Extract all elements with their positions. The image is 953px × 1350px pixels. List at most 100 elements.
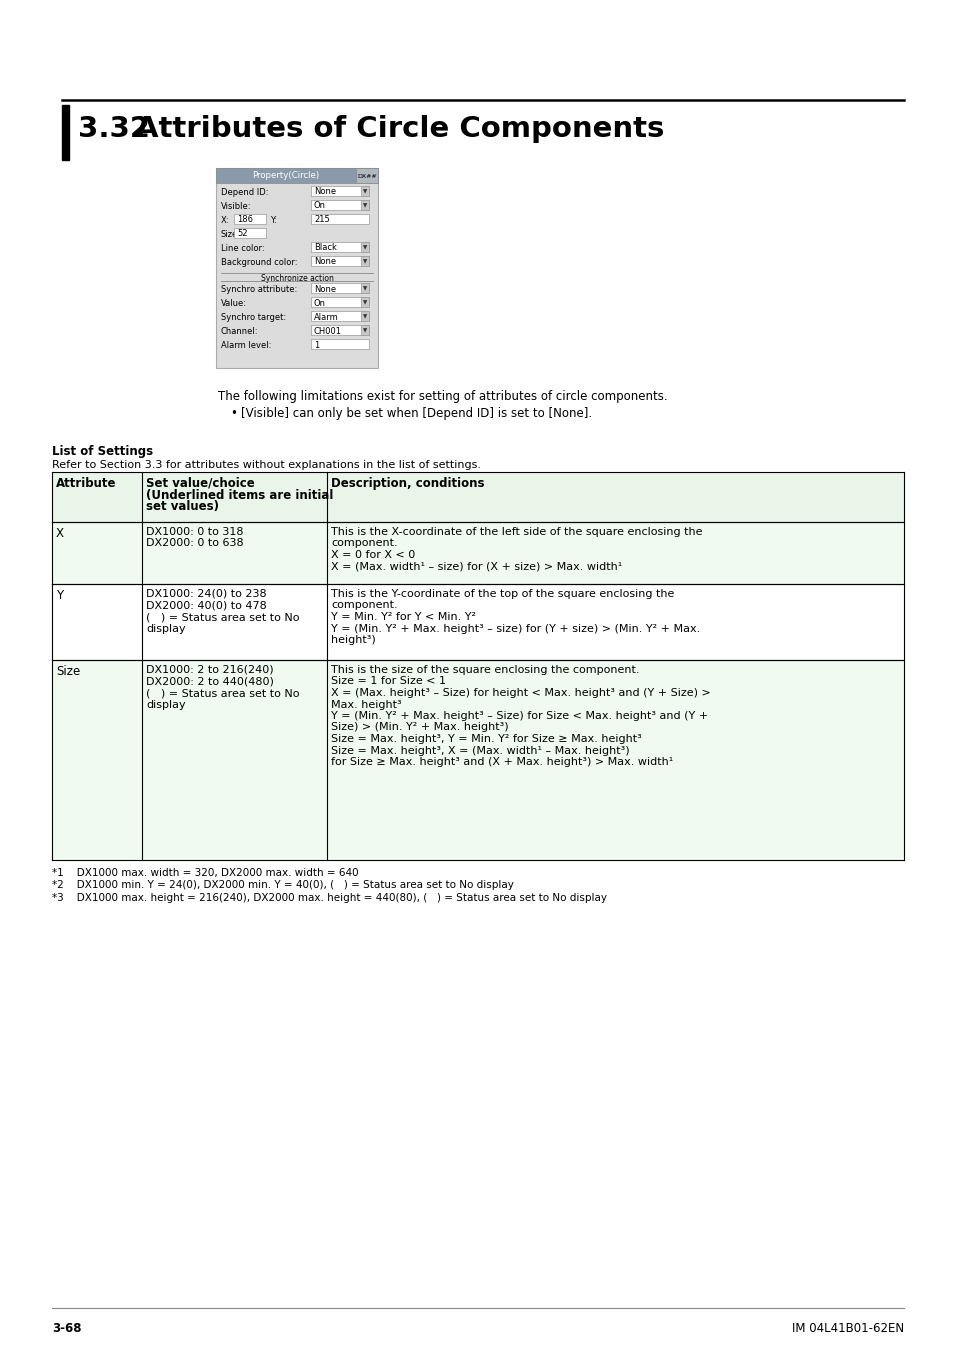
Bar bbox=[360, 325, 369, 335]
Text: Depend ID:: Depend ID: bbox=[221, 188, 268, 197]
Bar bbox=[360, 297, 369, 306]
Text: for Size ≥ Max. height³ and (X + Max. height³) > Max. width¹: for Size ≥ Max. height³ and (X + Max. he… bbox=[331, 757, 673, 767]
Text: 3.32: 3.32 bbox=[78, 115, 150, 143]
Bar bbox=[360, 242, 369, 252]
Text: Y = (Min. Y² + Max. height³ – Size) for Size < Max. height³ and (Y +: Y = (Min. Y² + Max. height³ – Size) for … bbox=[331, 711, 707, 721]
Bar bbox=[311, 256, 369, 266]
Text: ▼: ▼ bbox=[362, 246, 367, 251]
Text: component.: component. bbox=[331, 601, 397, 610]
Text: None: None bbox=[314, 285, 335, 293]
Text: Size: Size bbox=[56, 666, 80, 678]
Text: Y:: Y: bbox=[270, 216, 276, 225]
Bar bbox=[360, 284, 369, 293]
Text: On: On bbox=[314, 201, 326, 211]
Text: This is the Y-coordinate of the top of the square enclosing the: This is the Y-coordinate of the top of t… bbox=[331, 589, 674, 599]
Text: X = (Max. height³ – Size) for height < Max. height³ and (Y + Size) >: X = (Max. height³ – Size) for height < M… bbox=[331, 688, 710, 698]
Bar bbox=[311, 242, 369, 252]
Bar bbox=[52, 660, 903, 860]
Bar bbox=[311, 339, 369, 350]
Text: X = (Max. width¹ – size) for (X + size) > Max. width¹: X = (Max. width¹ – size) for (X + size) … bbox=[331, 562, 621, 571]
Text: This is the size of the square enclosing the component.: This is the size of the square enclosing… bbox=[331, 666, 639, 675]
Text: set values): set values) bbox=[146, 500, 219, 513]
Text: ▼: ▼ bbox=[362, 189, 367, 194]
Bar bbox=[52, 522, 903, 585]
Text: 52: 52 bbox=[236, 230, 247, 239]
Text: The following limitations exist for setting of attributes of circle components.: The following limitations exist for sett… bbox=[218, 390, 667, 404]
Text: Y = (Min. Y² + Max. height³ – size) for (Y + size) > (Min. Y² + Max.: Y = (Min. Y² + Max. height³ – size) for … bbox=[331, 624, 700, 633]
Text: ▼: ▼ bbox=[362, 259, 367, 265]
Text: [Visible] can only be set when [Depend ID] is set to [None].: [Visible] can only be set when [Depend I… bbox=[241, 406, 592, 420]
Text: X: X bbox=[56, 526, 64, 540]
Text: ▼: ▼ bbox=[362, 328, 367, 333]
Text: Attribute: Attribute bbox=[56, 477, 116, 490]
Text: On: On bbox=[314, 298, 326, 308]
Text: ▼: ▼ bbox=[362, 301, 367, 305]
Text: List of Settings: List of Settings bbox=[52, 446, 153, 458]
Text: Attributes of Circle Components: Attributes of Circle Components bbox=[136, 115, 663, 143]
Bar bbox=[52, 585, 903, 660]
Text: Max. height³: Max. height³ bbox=[331, 699, 401, 710]
Text: display: display bbox=[146, 699, 186, 710]
Text: (   ) = Status area set to No: ( ) = Status area set to No bbox=[146, 612, 299, 622]
Text: Background color:: Background color: bbox=[221, 258, 297, 267]
Bar bbox=[233, 228, 266, 238]
Text: Synchro attribute:: Synchro attribute: bbox=[221, 285, 297, 294]
Text: *3    DX1000 max. height = 216(240), DX2000 max. height = 440(80), (   ) = Statu: *3 DX1000 max. height = 216(240), DX2000… bbox=[52, 892, 606, 903]
Text: ▼: ▼ bbox=[362, 315, 367, 320]
Text: 3-68: 3-68 bbox=[52, 1322, 81, 1335]
Text: ▼: ▼ bbox=[362, 204, 367, 208]
Bar bbox=[311, 297, 369, 306]
Text: CH001: CH001 bbox=[314, 327, 341, 336]
Text: Synchronize action: Synchronize action bbox=[260, 274, 334, 284]
Text: DX1000: 2 to 216(240): DX1000: 2 to 216(240) bbox=[146, 666, 274, 675]
Text: Description, conditions: Description, conditions bbox=[331, 477, 484, 490]
Text: 186: 186 bbox=[236, 216, 253, 224]
Text: IM 04L41B01-62EN: IM 04L41B01-62EN bbox=[791, 1322, 903, 1335]
Bar bbox=[311, 325, 369, 335]
Text: 1: 1 bbox=[314, 340, 319, 350]
Bar bbox=[311, 310, 369, 321]
Text: Size = Max. height³, X = (Max. width¹ – Max. height³): Size = Max. height³, X = (Max. width¹ – … bbox=[331, 745, 629, 756]
Text: (   ) = Status area set to No: ( ) = Status area set to No bbox=[146, 688, 299, 698]
Text: DX2000: 0 to 638: DX2000: 0 to 638 bbox=[146, 539, 243, 548]
Text: DX1000: 24(0) to 238: DX1000: 24(0) to 238 bbox=[146, 589, 266, 599]
Text: Channel:: Channel: bbox=[221, 327, 258, 336]
Text: Refer to Section 3.3 for attributes without explanations in the list of settings: Refer to Section 3.3 for attributes with… bbox=[52, 460, 480, 470]
Text: Alarm level:: Alarm level: bbox=[221, 342, 271, 350]
Text: 215: 215 bbox=[314, 216, 330, 224]
Bar bbox=[311, 200, 369, 211]
Text: Property(Circle): Property(Circle) bbox=[253, 171, 319, 181]
Text: Black: Black bbox=[314, 243, 336, 252]
Text: Alarm: Alarm bbox=[314, 312, 338, 321]
Bar bbox=[311, 215, 369, 224]
Bar bbox=[52, 472, 903, 522]
Text: Synchro target:: Synchro target: bbox=[221, 313, 286, 323]
Bar bbox=[215, 167, 377, 369]
Bar bbox=[233, 215, 266, 224]
Text: Size = Max. height³, Y = Min. Y² for Size ≥ Max. height³: Size = Max. height³, Y = Min. Y² for Siz… bbox=[331, 734, 641, 744]
Text: Value:: Value: bbox=[221, 298, 247, 308]
Text: Y: Y bbox=[56, 589, 63, 602]
Bar bbox=[360, 256, 369, 266]
Text: •: • bbox=[230, 406, 236, 420]
Text: ▼: ▼ bbox=[362, 286, 367, 292]
Bar bbox=[311, 284, 369, 293]
Bar bbox=[355, 167, 377, 184]
Text: This is the X-coordinate of the left side of the square enclosing the: This is the X-coordinate of the left sid… bbox=[331, 526, 701, 537]
Bar bbox=[360, 186, 369, 196]
Text: *2    DX1000 min. Y = 24(0), DX2000 min. Y = 40(0), (   ) = Status area set to N: *2 DX1000 min. Y = 24(0), DX2000 min. Y … bbox=[52, 880, 514, 891]
Bar bbox=[311, 186, 369, 196]
Text: Line color:: Line color: bbox=[221, 244, 264, 252]
Text: Set value/choice: Set value/choice bbox=[146, 477, 254, 490]
Text: DX2000: 2 to 440(480): DX2000: 2 to 440(480) bbox=[146, 676, 274, 687]
Text: X:: X: bbox=[221, 216, 230, 225]
Text: DX1000: 0 to 318: DX1000: 0 to 318 bbox=[146, 526, 243, 537]
Bar bbox=[215, 167, 377, 184]
Text: DX##: DX## bbox=[356, 174, 376, 178]
Text: None: None bbox=[314, 188, 335, 197]
Text: Y = Min. Y² for Y < Min. Y²: Y = Min. Y² for Y < Min. Y² bbox=[331, 612, 476, 622]
Text: *1    DX1000 max. width = 320, DX2000 max. width = 640: *1 DX1000 max. width = 320, DX2000 max. … bbox=[52, 868, 358, 878]
Text: display: display bbox=[146, 624, 186, 633]
Text: Size:: Size: bbox=[221, 230, 241, 239]
Bar bbox=[360, 200, 369, 211]
